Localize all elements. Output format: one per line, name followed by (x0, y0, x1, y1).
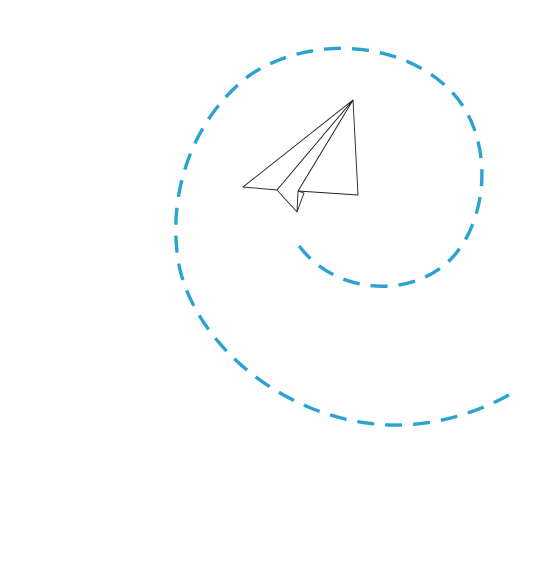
paper-airplane-icon (242, 99, 359, 213)
airplane-keel-crease (296, 190, 305, 213)
dashed-spiral-trail (174, 46, 510, 427)
